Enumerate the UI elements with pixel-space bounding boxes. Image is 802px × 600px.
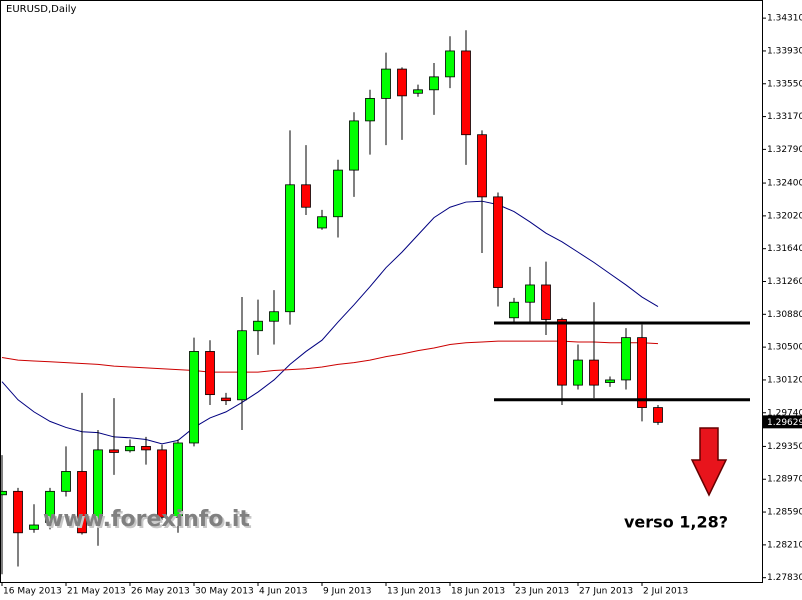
candle-body: [557, 319, 567, 386]
candle-body: [317, 216, 327, 229]
candle-body: [397, 68, 407, 97]
candle-body: [605, 379, 615, 383]
watermark: www.forexinfo.it: [43, 507, 250, 532]
candle-body: [413, 89, 423, 94]
moving-average: [1, 200, 659, 445]
candle-body: [189, 351, 199, 444]
candle-body: [77, 471, 87, 534]
candle-body: [93, 449, 103, 521]
x-tick-label: 4 Jun 2013: [259, 587, 307, 597]
y-tick-label: 1.33550: [767, 79, 802, 89]
candle-body: [141, 446, 151, 451]
x-tick-label: 21 May 2013: [67, 587, 126, 597]
y-tick-label: 1.30880: [767, 310, 802, 320]
x-tick-label: 26 May 2013: [131, 587, 190, 597]
candle-body: [445, 50, 455, 78]
candle-body: [589, 359, 599, 386]
candle-body: [205, 351, 215, 396]
watermark-shadow: www.forexinfo.it: [45, 509, 252, 534]
y-tick-label: 1.32020: [767, 211, 802, 221]
candle-body: [45, 490, 55, 523]
candle-body: [285, 184, 295, 313]
plot-area: [0, 30, 750, 575]
x-tick-label: 13 Jun 2013: [387, 587, 441, 597]
x-tick-label: 23 Jun 2013: [515, 587, 569, 597]
candle-body: [125, 446, 135, 452]
candle-body: [333, 169, 343, 218]
candle-body: [493, 196, 503, 288]
candle-body: [637, 337, 647, 408]
x-tick-label: 30 May 2013: [195, 587, 254, 597]
y-tick-label: 1.28590: [767, 508, 802, 518]
y-tick-label: 1.31640: [767, 244, 802, 254]
candle-body: [173, 442, 183, 518]
candle-body: [301, 184, 311, 208]
x-tick-label: 16 May 2013: [3, 587, 62, 597]
y-tick-label: 1.34310: [767, 14, 802, 24]
candle-body: [381, 68, 391, 99]
y-tick-label: 1.33930: [767, 46, 802, 56]
y-tick-label: 1.30500: [767, 343, 802, 353]
candle-body: [653, 407, 663, 423]
candle-body: [0, 490, 7, 496]
candle-body: [477, 134, 487, 198]
candle-body: [525, 284, 535, 303]
candle-body: [13, 490, 23, 534]
plot-border: [0, 0, 763, 583]
candle-body: [621, 337, 631, 381]
y-tick-label: 1.30120: [767, 375, 802, 385]
y-tick-label: 1.27830: [767, 573, 802, 583]
y-tick-label: 1.32790: [767, 145, 802, 155]
y-tick-label: 1.28970: [767, 475, 802, 485]
candle-body: [541, 284, 551, 320]
candle-body: [253, 320, 263, 332]
x-tick-label: 27 Jun 2013: [579, 587, 633, 597]
chart-title: EURUSD,Daily: [6, 4, 77, 15]
y-tick-label: 1.31260: [767, 277, 802, 287]
candle-body: [157, 449, 167, 518]
candle-body: [237, 330, 247, 401]
y-tick-label: 1.29350: [767, 442, 802, 452]
candle-body: [349, 120, 359, 171]
candle-body: [109, 449, 119, 453]
candle-body: [573, 359, 583, 386]
y-tick-label: 1.29740: [767, 408, 802, 418]
candle-body: [29, 524, 39, 530]
y-tick-label: 1.33170: [767, 112, 802, 122]
candle-body: [429, 76, 439, 91]
x-tick-label: 2 Jul 2013: [643, 587, 688, 597]
candle-body: [461, 50, 471, 136]
down-arrow: [690, 427, 728, 497]
x-tick-label: 18 Jun 2013: [451, 587, 505, 597]
last-price-label: 1.29629: [767, 418, 802, 428]
candle-body: [269, 311, 279, 322]
x-tick-label: 9 Jun 2013: [323, 587, 371, 597]
last-price-box: [762, 415, 802, 429]
candle-body: [61, 471, 71, 492]
y-tick-label: 1.32400: [767, 179, 802, 189]
moving-average: [1, 340, 659, 373]
candle-body: [509, 301, 519, 319]
y-tick-label: 1.28210: [767, 540, 802, 550]
candle-body: [365, 98, 375, 122]
annotation: verso 1,28?: [624, 513, 728, 532]
candle-body: [221, 397, 231, 402]
